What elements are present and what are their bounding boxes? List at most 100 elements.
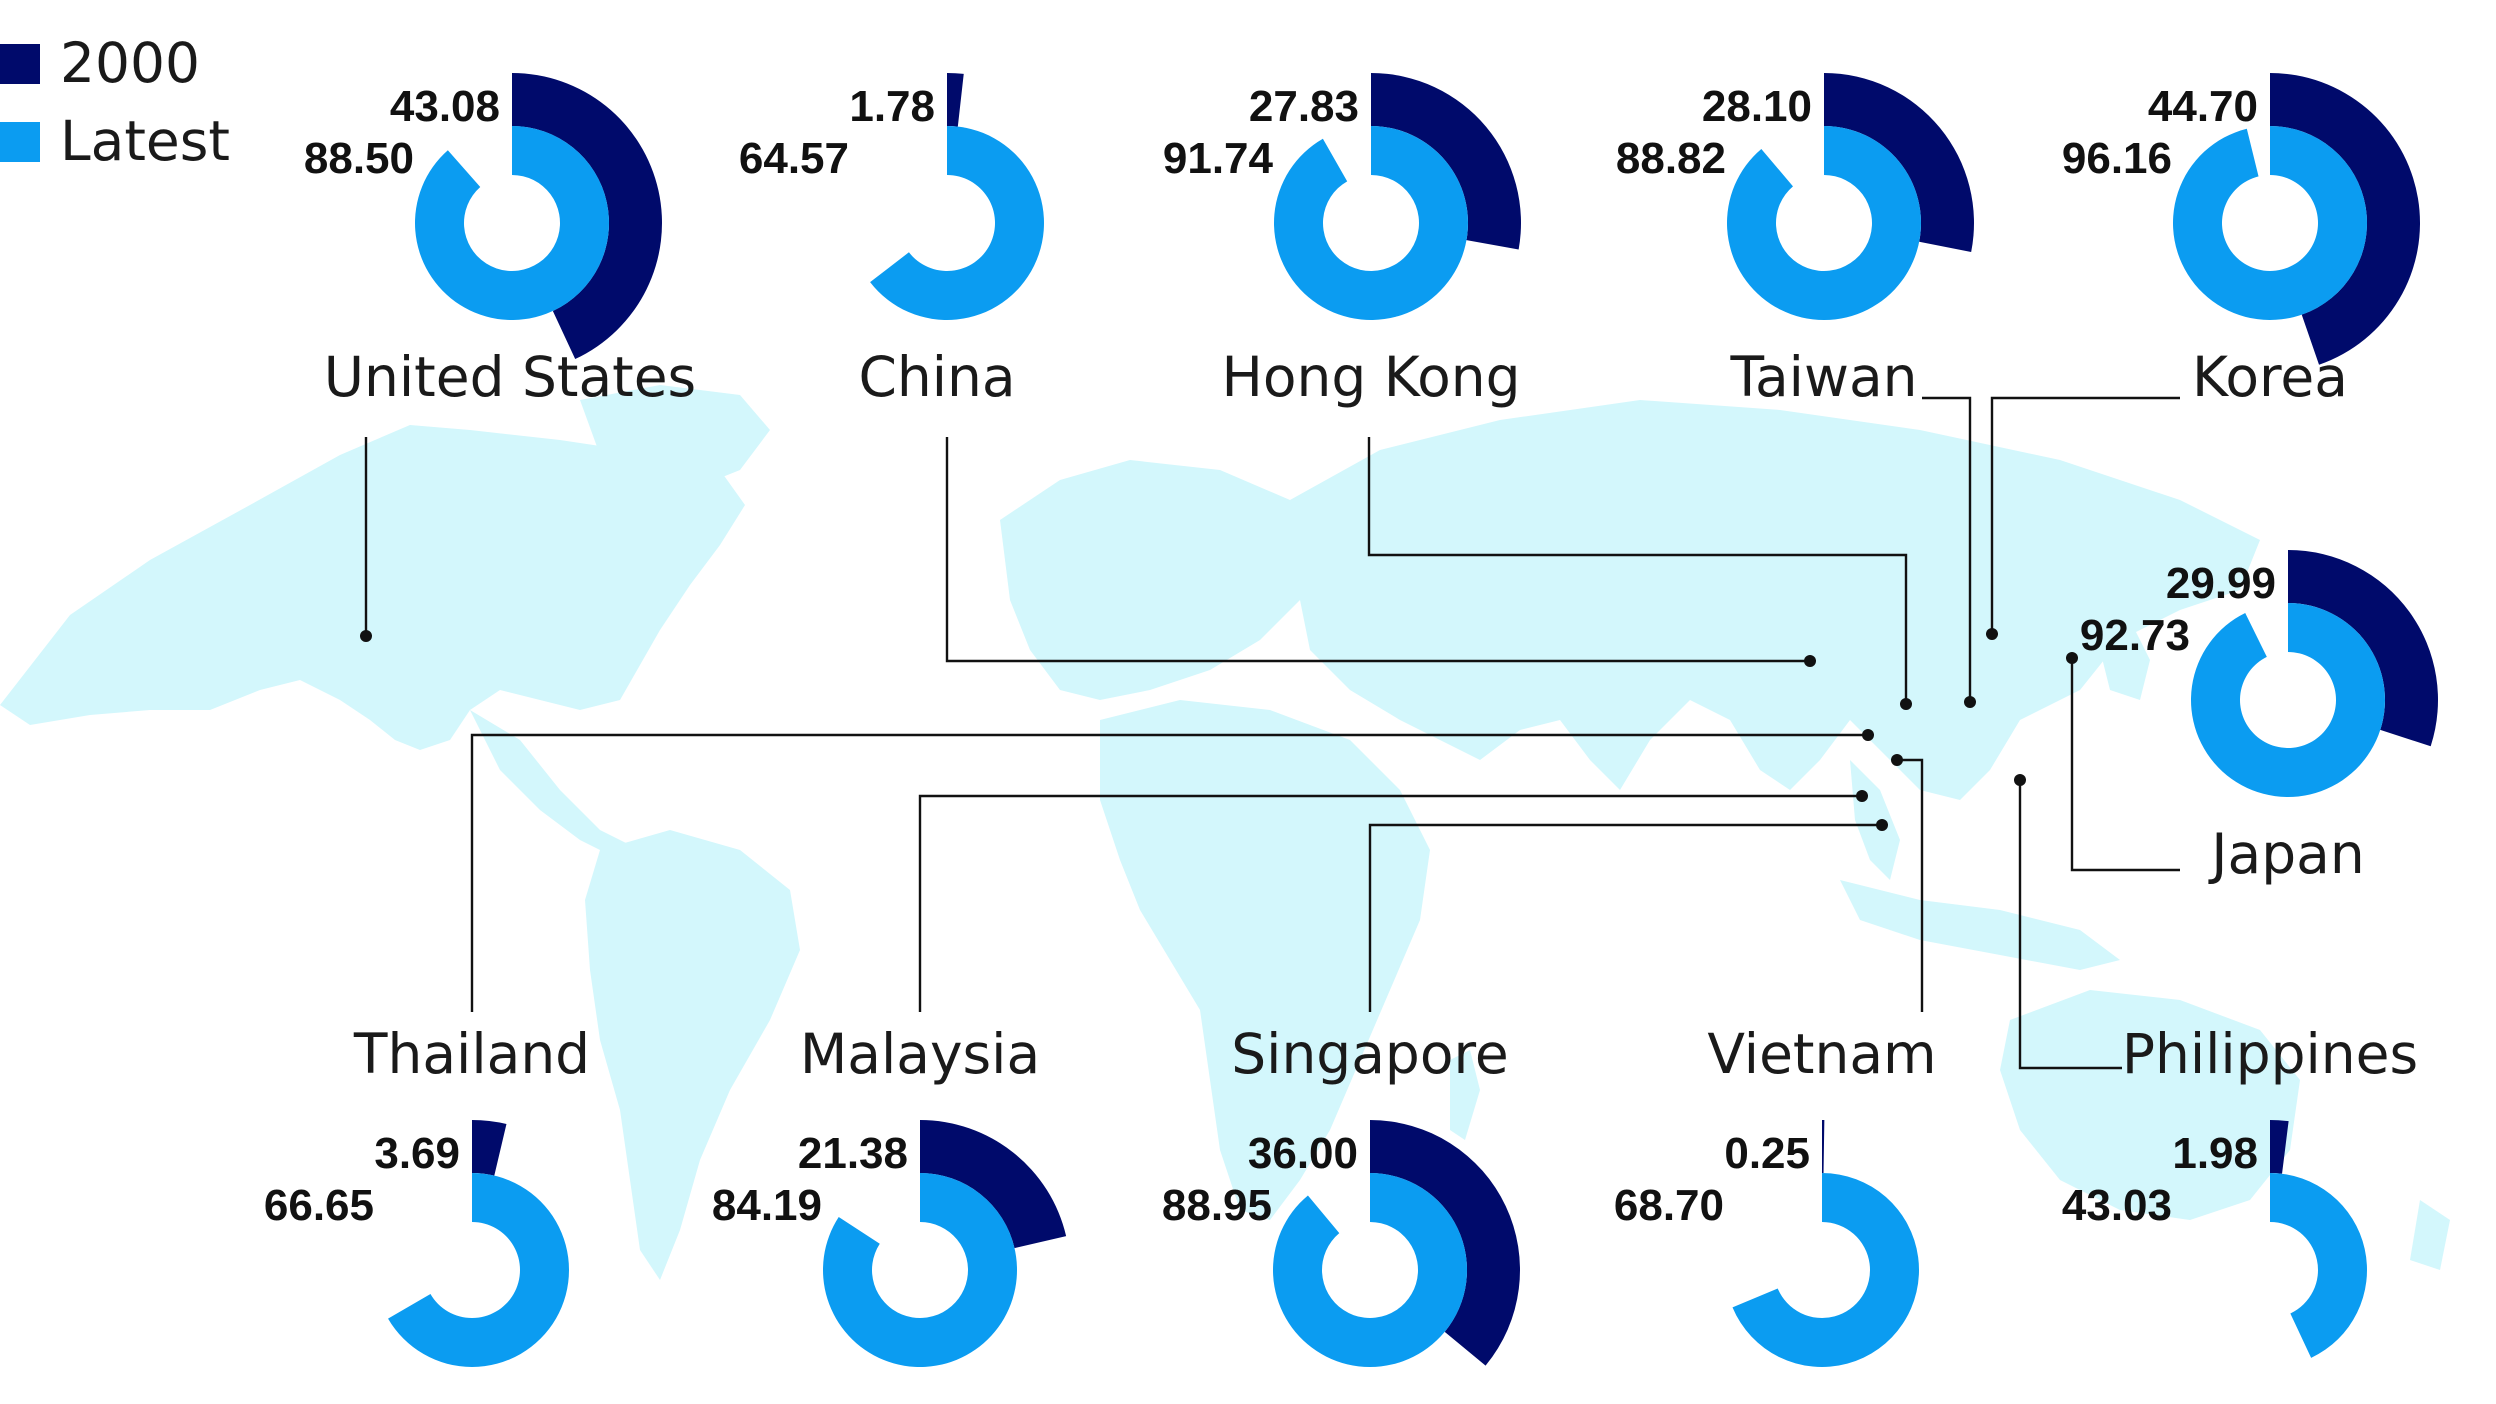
leader-line-hong-kong [1367,437,1908,704]
country-label-philippines: Philippines [2122,1022,2418,1086]
arc-2000-korea [2270,73,2421,365]
leader-line-philippines [2018,780,2122,1070]
value-latest-label: 68.70 [1614,1181,1724,1230]
value-latest-label: 88.82 [1616,134,1726,183]
legend-swatch-latest [0,122,40,162]
value-2000-label: 0.25 [1724,1129,1810,1178]
leader-line-taiwan [1922,396,1972,702]
map-landmass [1000,460,1320,700]
arc-2000-thailand [472,1120,507,1176]
leader-line-thailand [470,733,1868,1012]
legend-label-2000: 2000 [60,31,200,95]
value-latest-label: 92.73 [2080,611,2190,660]
map-landmass [0,425,745,750]
value-latest-label: 84.19 [712,1181,822,1230]
country-label-malaysia: Malaysia [800,1022,1040,1086]
value-latest-label: 88.50 [304,134,414,183]
location-dot-vietnam [1891,754,1903,766]
value-latest-label: 43.03 [2062,1181,2172,1230]
map-landmass [2100,600,2150,700]
arc-latest-malaysia [822,1173,1018,1367]
location-dot-korea [1986,628,1998,640]
arc-latest-philippines [2270,1173,2367,1358]
map-landmass [1100,700,1430,1220]
value-latest-label: 88.95 [1162,1181,1272,1230]
map-landmass [2410,1200,2450,1270]
arc-2000-philippines [2270,1120,2289,1174]
map-landmass [1840,880,2120,970]
value-latest-label: 64.57 [739,134,849,183]
location-dot-philippines [2014,774,2026,786]
leader-line-malaysia [918,794,1862,1012]
arc-latest-united-states [415,126,609,320]
value-latest-label: 66.65 [264,1181,374,1230]
map-landmass [1850,760,1900,880]
map-landmass [585,830,800,1280]
map-landmass [580,385,770,490]
legend-label-latest: Latest [60,109,230,173]
arc-latest-hong-kong [1273,126,1468,320]
location-dot-china [1804,655,1816,667]
leader-line-vietnam [1897,758,1924,1012]
location-dot-singapore [1876,819,1888,831]
arc-latest-thailand [388,1173,569,1367]
value-2000-label: 29.99 [2166,559,2276,608]
arc-2000-malaysia [920,1120,1067,1249]
leader-line-china [945,437,1810,663]
location-dot-united-states [360,630,372,642]
arc-latest-japan [2191,603,2386,797]
value-2000-label: 36.00 [1248,1129,1358,1178]
legend-swatch-2000 [0,44,40,84]
map-landmass [1290,400,2260,800]
arc-2000-vietnam [1822,1120,1825,1174]
country-label-united-states: United States [324,345,696,409]
arc-2000-taiwan [1824,73,1974,253]
country-label-vietnam: Vietnam [1707,1022,1936,1086]
location-dot-thailand [1862,729,1874,741]
country-label-hong-kong: Hong Kong [1221,345,1520,409]
country-label-thailand: Thailand [353,1022,590,1086]
country-label-korea: Korea [2192,345,2348,409]
location-dot-japan [2066,652,2078,664]
world-map-background [0,385,2450,1280]
map-landmass [2000,990,2300,1220]
value-2000-label: 43.08 [390,82,500,131]
map-landmass [1450,1050,1480,1140]
leader-line-japan [2070,658,2180,872]
value-latest-label: 96.16 [2062,134,2172,183]
location-dot-hong-kong [1900,698,1912,710]
value-2000-label: 1.98 [2172,1129,2258,1178]
arc-2000-hong-kong [1371,73,1522,250]
arc-latest-vietnam [1732,1173,1919,1367]
arc-latest-singapore [1273,1173,1467,1367]
country-label-japan: Japan [2208,822,2364,886]
value-latest-label: 91.74 [1163,134,1274,183]
arc-2000-china [947,73,964,127]
arc-2000-singapore [1370,1120,1521,1366]
value-2000-label: 28.10 [1702,82,1812,131]
country-label-taiwan: Taiwan [1729,345,1917,409]
leader-line-korea [1990,396,2180,634]
arc-latest-korea [2173,126,2367,320]
arc-2000-united-states [512,73,662,360]
value-2000-label: 21.38 [798,1129,908,1178]
location-dot-malaysia [1856,790,1868,802]
arc-latest-china [870,126,1044,320]
country-label-singapore: Singapore [1231,1022,1508,1086]
arc-latest-taiwan [1727,126,1922,320]
country-label-china: China [858,345,1015,409]
legend: 2000 Latest [0,31,230,173]
